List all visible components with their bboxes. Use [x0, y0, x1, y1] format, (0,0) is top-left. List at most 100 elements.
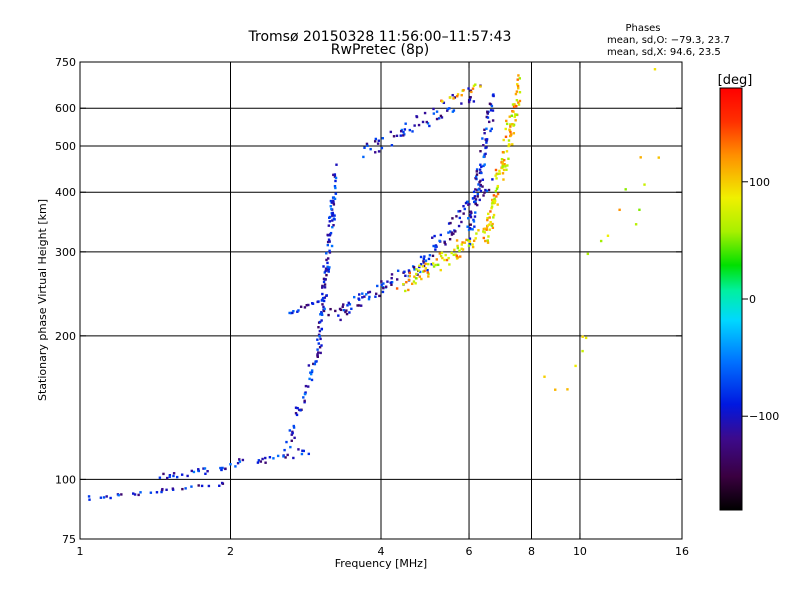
data-point: [321, 303, 324, 306]
data-point: [514, 119, 517, 122]
data-point: [501, 162, 504, 165]
data-point: [504, 135, 508, 138]
data-point: [478, 198, 481, 202]
data-point: [264, 456, 267, 460]
data-point: [502, 168, 506, 172]
data-point: [517, 74, 520, 77]
data-point: [408, 271, 411, 275]
data-point: [479, 189, 483, 193]
data-point: [441, 100, 444, 103]
data-point: [444, 243, 447, 246]
data-point: [486, 216, 489, 220]
data-point: [482, 155, 485, 159]
data-point: [416, 273, 419, 276]
data-point: [415, 272, 418, 276]
data-point: [390, 280, 394, 284]
data-point: [435, 110, 439, 113]
data-point: [390, 276, 393, 280]
data-point: [165, 488, 168, 491]
data-point: [464, 201, 468, 205]
data-point: [503, 158, 506, 162]
data-point: [509, 123, 512, 126]
data-point: [412, 266, 416, 269]
data-point: [348, 303, 352, 306]
data-point: [373, 140, 377, 143]
data-point: [434, 245, 437, 249]
data-point: [472, 218, 475, 222]
data-point: [380, 146, 384, 150]
data-point: [471, 87, 475, 90]
x-tick-label: 16: [675, 545, 689, 558]
data-point: [458, 216, 462, 220]
data-point: [481, 178, 485, 181]
data-point: [290, 439, 293, 442]
data-point: [467, 244, 471, 247]
data-point: [479, 150, 482, 153]
data-point: [422, 261, 426, 264]
data-point: [190, 469, 193, 473]
data-point: [358, 298, 361, 301]
data-point: [505, 119, 508, 123]
data-point: [299, 409, 302, 412]
data-point: [485, 138, 489, 141]
data-point: [492, 199, 495, 202]
data-point: [166, 476, 169, 480]
data-point: [334, 179, 337, 183]
data-point: [501, 164, 504, 167]
data-point: [425, 120, 429, 124]
data-point: [320, 344, 323, 347]
data-point: [319, 351, 322, 355]
data-point: [423, 269, 426, 273]
data-point: [477, 188, 480, 191]
data-point: [350, 307, 353, 311]
y-tick-label: 400: [55, 186, 76, 199]
data-point: [361, 292, 364, 295]
data-point: [298, 408, 301, 412]
y-tick-label: 100: [55, 473, 76, 486]
data-point: [511, 143, 514, 146]
data-point: [482, 144, 485, 147]
data-point: [450, 251, 453, 255]
data-point: [329, 199, 333, 203]
y-axis-label: Stationary phase Virtual Height [km]: [36, 199, 49, 401]
data-point: [321, 296, 325, 300]
data-point: [437, 117, 441, 120]
data-point: [329, 205, 332, 208]
data-point: [428, 254, 432, 257]
y-tick-label: 75: [62, 533, 76, 546]
data-point: [296, 406, 299, 410]
data-point: [479, 179, 482, 183]
data-point: [326, 243, 329, 247]
data-point: [474, 198, 478, 201]
data-point: [468, 243, 472, 246]
data-point: [326, 265, 329, 269]
data-point: [168, 475, 171, 478]
data-point: [312, 362, 315, 366]
data-point: [439, 233, 443, 237]
data-point: [431, 236, 434, 239]
data-point: [474, 188, 477, 191]
data-point: [469, 96, 472, 99]
data-point: [507, 144, 510, 148]
data-point: [474, 202, 477, 206]
data-point: [294, 412, 298, 415]
data-point: [325, 258, 328, 262]
data-point: [465, 238, 468, 242]
data-point: [402, 130, 405, 134]
data-point: [492, 216, 495, 219]
data-point: [320, 286, 324, 289]
data-point: [390, 273, 394, 276]
data-point: [488, 120, 491, 124]
data-point: [408, 270, 411, 273]
data-point: [430, 263, 433, 266]
data-point: [390, 283, 393, 286]
data-point: [484, 152, 487, 156]
data-point: [469, 223, 472, 226]
data-point: [332, 173, 335, 177]
data-point: [485, 141, 488, 144]
data-point: [514, 92, 518, 96]
data-point: [323, 271, 326, 274]
data-point: [268, 456, 272, 459]
data-point: [487, 235, 490, 238]
data-point: [515, 113, 518, 116]
